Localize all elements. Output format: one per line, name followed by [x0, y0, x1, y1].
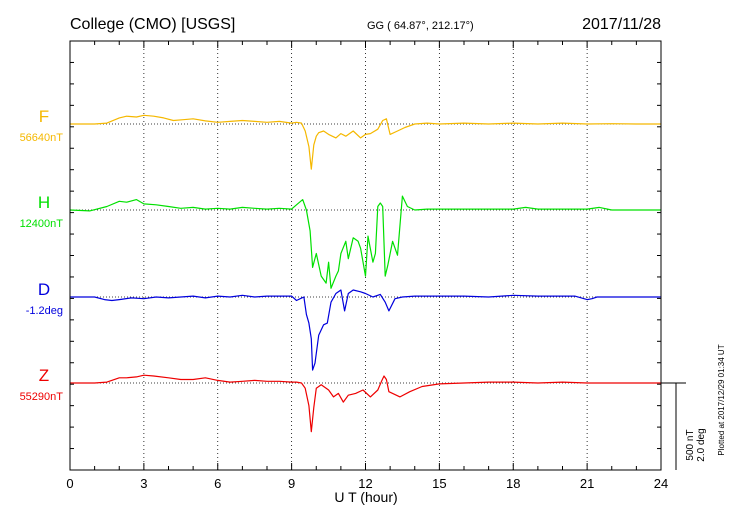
- coordinates-label: GG ( 64.87°, 212.17°): [367, 20, 474, 32]
- x-tick-label: 21: [580, 476, 594, 491]
- series-name-d: D: [38, 280, 50, 299]
- x-tick-labels: 0 3 6 9 12 15 18 21 24: [66, 476, 668, 491]
- scale-label-nt: 500 nT: [685, 429, 696, 460]
- series-h-line: [69, 195, 661, 289]
- x-tick-label: 24: [654, 476, 668, 491]
- x-tick-label: 9: [288, 476, 295, 491]
- series-name-f: F: [39, 107, 49, 126]
- x-tick-label: 15: [432, 476, 446, 491]
- series-z-line: [70, 374, 661, 433]
- series-baseline-h: 12400nT: [20, 218, 64, 230]
- x-axis-label: U T (hour): [334, 489, 397, 505]
- plot-area: [69, 114, 661, 433]
- x-tick-label: 18: [506, 476, 520, 491]
- x-tick-label: 12: [358, 476, 372, 491]
- series-f-line: [70, 114, 661, 170]
- series-name-z: Z: [39, 366, 49, 385]
- scale-bar: 500 nT 2.0 deg: [661, 382, 707, 470]
- date-label: 2017/11/28: [582, 16, 661, 33]
- series-d-line: [70, 289, 661, 371]
- x-tick-label: 3: [140, 476, 147, 491]
- x-tick-label: 6: [214, 476, 221, 491]
- plotted-timestamp: Plotted at 2017/12/29 01:34 UT: [717, 344, 726, 455]
- series-baseline-d: -1.2deg: [26, 305, 63, 317]
- x-tick-label: 0: [66, 476, 73, 491]
- axis-ticks: [69, 41, 662, 471]
- series-name-h: H: [38, 193, 50, 212]
- series-baseline-f: 56640nT: [20, 132, 64, 144]
- series-baseline-z: 55290nT: [20, 391, 64, 403]
- series-labels: F 56640nT H 12400nT D -1.2deg Z 55290nT: [20, 107, 64, 403]
- vertical-gridlines: [143, 41, 588, 470]
- station-title: College (CMO) [USGS]: [70, 16, 235, 33]
- scale-label-deg: 2.0 deg: [696, 428, 707, 461]
